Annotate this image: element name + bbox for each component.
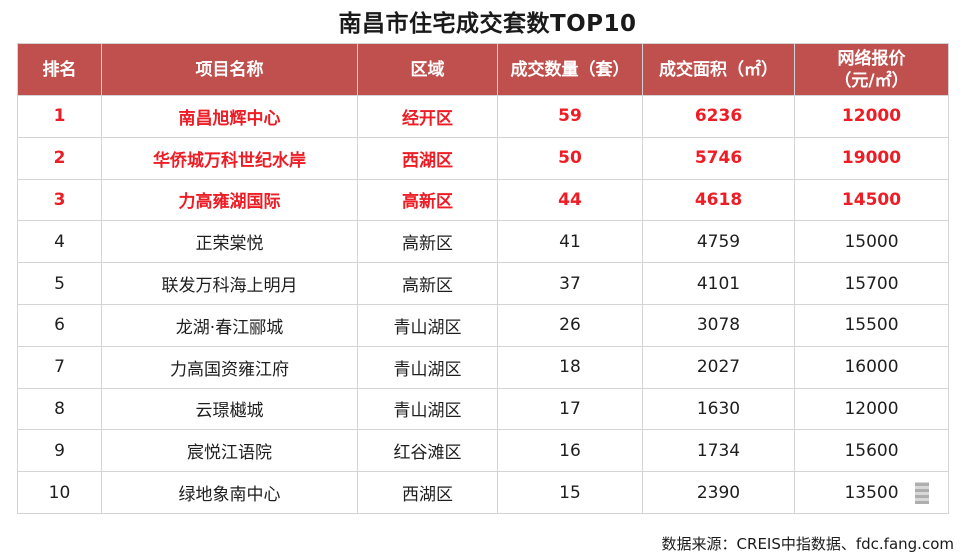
cell-deal-area: 3078 <box>642 303 795 347</box>
cell-deal-area: 1734 <box>642 429 795 473</box>
table-row: 1 南昌旭辉中心 经开区 59 6236 12000 <box>17 95 949 138</box>
cell-deal-area: 2027 <box>642 345 795 389</box>
cell-deal-count: 44 <box>497 178 643 222</box>
cell-rank: 3 <box>17 178 102 222</box>
cell-area: 高新区 <box>357 178 498 222</box>
cell-deal-count: 17 <box>497 387 643 431</box>
cell-rank: 1 <box>17 95 102 138</box>
cell-rank: 2 <box>17 136 102 180</box>
cell-listed-price: 15700 <box>794 262 949 305</box>
cell-project-name: 云璟樾城 <box>101 387 358 431</box>
cell-area: 红谷滩区 <box>357 429 498 473</box>
table-header-row: 排名 项目名称 区域 成交数量（套） 成交面积（㎡） 网络报价 （元/㎡） <box>17 43 949 96</box>
header-rank: 排名 <box>17 43 102 96</box>
cell-area: 青山湖区 <box>357 387 498 431</box>
cell-deal-count: 18 <box>497 345 643 389</box>
cell-deal-area: 2390 <box>642 471 795 514</box>
cell-rank: 5 <box>17 262 102 305</box>
cell-deal-area: 6236 <box>642 95 795 138</box>
cell-deal-count: 26 <box>497 303 643 347</box>
cell-rank: 10 <box>17 471 102 514</box>
cell-project-name: 正荣棠悦 <box>101 220 358 264</box>
cell-project-name: 联发万科海上明月 <box>101 262 358 305</box>
header-area: 区域 <box>357 43 498 96</box>
cell-deal-area: 5746 <box>642 136 795 180</box>
cell-rank: 9 <box>17 429 102 473</box>
cell-listed-price: 14500 <box>794 178 949 222</box>
table-body: 1 南昌旭辉中心 经开区 59 6236 12000 2 华侨城万科世纪水岸 西湖区 50 5746… <box>17 95 949 514</box>
cell-area: 西湖区 <box>357 136 498 180</box>
cell-area: 青山湖区 <box>357 345 498 389</box>
cell-rank: 4 <box>17 220 102 264</box>
cell-deal-area: 4759 <box>642 220 795 264</box>
cell-project-name: 绿地象南中心 <box>101 471 358 514</box>
cell-project-name: 宸悦江语院 <box>101 429 358 473</box>
cell-deal-count: 59 <box>497 95 643 138</box>
cell-listed-price: 15000 <box>794 220 949 264</box>
cell-area: 高新区 <box>357 262 498 305</box>
cell-listed-price: 12000 <box>794 387 949 431</box>
cell-listed-price: 15600 <box>794 429 949 473</box>
page-title: 南昌市住宅成交套数TOP10 <box>338 11 637 37</box>
table-row: 4 正荣棠悦 高新区 41 4759 15000 <box>17 220 949 264</box>
cell-deal-count: 16 <box>497 429 643 473</box>
cell-project-name: 力高国资雍江府 <box>101 345 358 389</box>
cell-area: 经开区 <box>357 95 498 138</box>
source-note: 数据来源：CREIS中指数据、fdc.fang.com <box>661 535 954 553</box>
cell-rank: 7 <box>17 345 102 389</box>
header-deal-count: 成交数量（套） <box>497 43 643 96</box>
cell-listed-price: 16000 <box>794 345 949 389</box>
table-row: 3 力高雍湖国际 高新区 44 4618 14500 <box>17 178 949 222</box>
cell-listed-price: 12000 <box>794 95 949 138</box>
cell-project-name: 南昌旭辉中心 <box>101 95 358 138</box>
cell-project-name: 龙湖·春江郦城 <box>101 303 358 347</box>
cell-rank: 8 <box>17 387 102 431</box>
table-row: 8 云璟樾城 青山湖区 17 1630 12000 <box>17 387 949 431</box>
cell-deal-count: 15 <box>497 471 643 514</box>
cell-area: 西湖区 <box>357 471 498 514</box>
header-deal-area: 成交面积（㎡） <box>642 43 795 96</box>
cell-deal-count: 41 <box>497 220 643 264</box>
blurred-watermark <box>915 482 929 504</box>
cell-deal-area: 4101 <box>642 262 795 305</box>
cell-rank: 6 <box>17 303 102 347</box>
header-project-name: 项目名称 <box>101 43 358 96</box>
cell-deal-count: 50 <box>497 136 643 180</box>
cell-project-name: 力高雍湖国际 <box>101 178 358 222</box>
table-row: 5 联发万科海上明月 高新区 37 4101 15700 <box>17 262 949 305</box>
table-row: 7 力高国资雍江府 青山湖区 18 2027 16000 <box>17 345 949 389</box>
table-row: 10 绿地象南中心 西湖区 15 2390 13500 <box>17 471 949 514</box>
table-row: 2 华侨城万科世纪水岸 西湖区 50 5746 19000 <box>17 136 949 180</box>
header-listed-price: 网络报价 （元/㎡） <box>794 43 949 96</box>
table-row: 9 宸悦江语院 红谷滩区 16 1734 15600 <box>17 429 949 473</box>
cell-listed-price: 19000 <box>794 136 949 180</box>
cell-listed-price: 15500 <box>794 303 949 347</box>
cell-deal-count: 37 <box>497 262 643 305</box>
table-row: 6 龙湖·春江郦城 青山湖区 26 3078 15500 <box>17 303 949 347</box>
cell-area: 青山湖区 <box>357 303 498 347</box>
cell-deal-area: 4618 <box>642 178 795 222</box>
cell-deal-area: 1630 <box>642 387 795 431</box>
cell-area: 高新区 <box>357 220 498 264</box>
cell-project-name: 华侨城万科世纪水岸 <box>101 136 358 180</box>
